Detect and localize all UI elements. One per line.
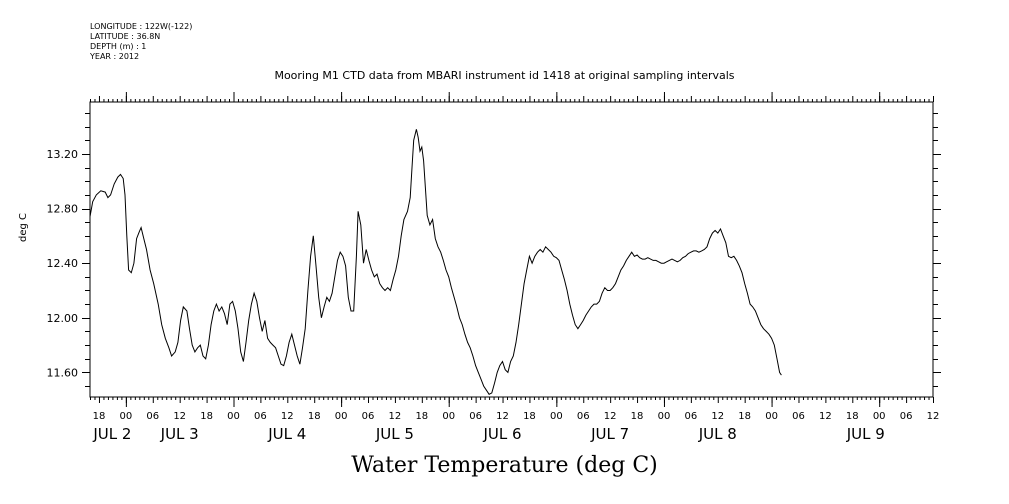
x-day-label: JUL 6 [482,425,521,443]
axis-ticks [82,92,941,407]
x-tick-label: 18 [846,411,859,422]
x-tick-label: 18 [308,411,321,422]
depth-label: DEPTH (m) : 1 [90,42,147,51]
y-tick-labels: 11.60 12.00 12.40 12.80 13.20 [47,148,79,380]
x-tick-label: 00 [873,411,886,422]
x-tick-label: 12 [496,411,509,422]
x-day-label: JUL 2 [92,425,131,443]
x-tick-label: 06 [362,411,375,422]
x-tick-label: 06 [469,411,482,422]
x-tick-label: 12 [389,411,402,422]
x-day-labels: JUL 2 JUL 3 JUL 4 JUL 5 JUL 6 JUL 7 JUL 8 JUL 9 [92,425,884,443]
x-day-label: JUL 7 [590,425,629,443]
plot-frame [89,101,934,398]
x-tick-label: 06 [577,411,590,422]
x-day-label: JUL 4 [267,425,306,443]
x-tick-label: 12 [711,411,724,422]
y-tick-label: 11.60 [47,366,79,379]
x-axis-label: Water Temperature (deg C) [351,453,658,478]
y-axis-label: deg C [18,212,29,242]
latitude-label: LATITUDE : 36.8N [90,32,161,41]
x-day-label: JUL 5 [375,425,414,443]
x-tick-label: 00 [227,411,240,422]
x-tick-label: 12 [173,411,186,422]
x-tick-label: 12 [604,411,617,422]
x-tick-label: 12 [281,411,294,422]
x-tick-label: 00 [550,411,563,422]
x-tick-label: 06 [900,411,913,422]
x-tick-label: 00 [335,411,348,422]
chart-title: Mooring M1 CTD data from MBARI instrumen… [274,69,735,82]
x-tick-labels: 18 00 06 12 18 00 06 12 18 00 06 12 18 00 06 12 18 00 06 12… [93,411,940,422]
year-label: YEAR : 2012 [90,52,140,61]
x-tick-label: 06 [684,411,697,422]
x-tick-label: 18 [93,411,106,422]
x-tick-label: 00 [658,411,671,422]
longitude-label: LONGITUDE : 122W(-122) [90,22,193,31]
y-tick-label: 12.40 [47,257,79,270]
x-tick-label: 18 [738,411,751,422]
y-tick-label: 13.20 [47,148,79,161]
x-tick-label: 18 [631,411,644,422]
x-tick-label: 18 [523,411,536,422]
x-tick-label: 06 [146,411,159,422]
x-tick-label: 12 [927,411,940,422]
x-tick-label: 06 [254,411,267,422]
x-tick-label: 00 [765,411,778,422]
x-day-label: JUL 3 [160,425,199,443]
x-day-label: JUL 8 [698,425,737,443]
x-tick-label: 18 [415,411,428,422]
x-tick-label: 12 [819,411,832,422]
x-tick-label: 00 [120,411,133,422]
y-tick-label: 12.00 [47,312,79,325]
x-tick-label: 00 [442,411,455,422]
x-tick-label: 06 [792,411,805,422]
y-tick-label: 12.80 [47,203,79,216]
x-tick-label: 18 [200,411,213,422]
x-day-label: JUL 9 [846,425,885,443]
series-line-water-temperature [89,129,782,395]
